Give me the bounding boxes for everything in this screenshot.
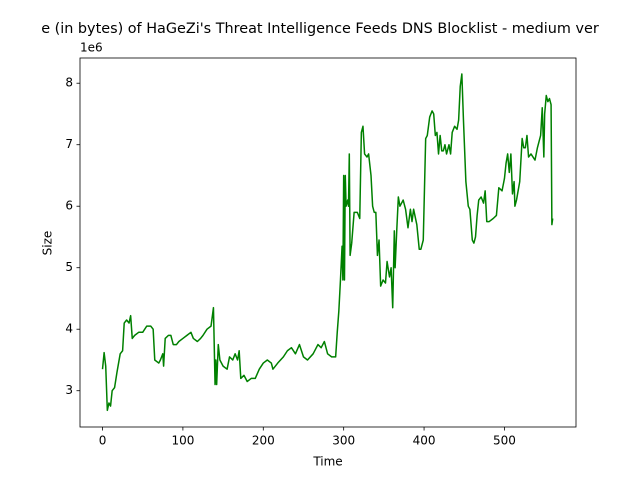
x-tick-label: 400 — [413, 434, 436, 448]
y-tick-label: 5 — [65, 260, 73, 274]
data-line — [101, 73, 554, 412]
y-tick-label: 8 — [65, 76, 73, 90]
x-tick-label: 0 — [99, 434, 107, 448]
plot-area — [79, 57, 577, 428]
y-tick-label: 4 — [65, 322, 73, 336]
y-offset-label: 1e6 — [80, 41, 103, 55]
y-tick-label: 6 — [65, 199, 73, 213]
x-tick-label: 300 — [332, 434, 355, 448]
y-tick-label: 3 — [65, 383, 73, 397]
y-tick-label: 7 — [65, 137, 73, 151]
x-tick-label: 500 — [493, 434, 516, 448]
x-tick-label: 200 — [252, 434, 275, 448]
x-axis-label: Time — [312, 455, 342, 469]
chart-title: e (in bytes) of HaGeZi's Threat Intellig… — [41, 21, 599, 37]
x-tick-label: 100 — [171, 434, 194, 448]
y-axis-label: Size — [41, 231, 55, 256]
